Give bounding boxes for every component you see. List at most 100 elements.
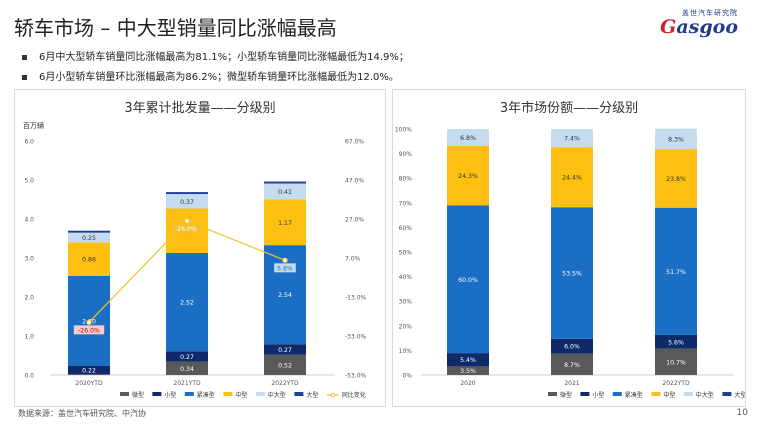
- data-label-compact: 60.0%: [458, 277, 478, 284]
- data-label-small: 0.27: [180, 354, 194, 361]
- bar-segment-micro: [655, 348, 697, 375]
- y2-tick-label: 47.0%: [345, 178, 364, 185]
- legend-swatch-small: [580, 392, 590, 396]
- legend-label: 中大型: [696, 391, 714, 399]
- y-tick-label: 5.0: [24, 178, 34, 185]
- data-label-midlarge: 8.3%: [668, 136, 684, 143]
- legend-label: 紧凑型: [625, 391, 643, 399]
- legend-label: 紧凑型: [197, 391, 215, 399]
- yoy-label: 26.0%: [177, 226, 197, 233]
- y-tick-label: 10%: [399, 348, 413, 355]
- bar-segment-small: [447, 353, 489, 367]
- y-tick-label: 20%: [399, 323, 413, 330]
- bar-segment-medium: [551, 147, 593, 208]
- page-number: 10: [736, 408, 748, 418]
- y-tick-label: 0%: [402, 373, 412, 380]
- bar-segment-medium: [655, 149, 697, 208]
- data-label-medium: 0.86: [82, 257, 96, 264]
- data-label-micro: 8.7%: [564, 362, 580, 369]
- yoy-label: 5.8%: [277, 265, 293, 272]
- legend-swatch-micro: [548, 392, 557, 396]
- x-tick-label: 2020YTD: [75, 380, 103, 387]
- legend-swatch-midlarge: [683, 392, 693, 396]
- y2-tick-label: 67.0%: [345, 139, 364, 146]
- bar-segment-micro: [447, 366, 489, 375]
- legend-swatch-micro: [120, 392, 129, 396]
- data-label-micro: 10.7%: [666, 359, 686, 366]
- y-tick-label: 40%: [399, 274, 413, 281]
- bar-segment-medium: [447, 145, 489, 206]
- yoy-label-box: [274, 263, 296, 273]
- data-label-micro: 3.5%: [460, 368, 476, 375]
- bar-segment-midlarge: [68, 232, 110, 243]
- bar-segment-micro: [264, 354, 306, 375]
- bar-segment-midlarge: [655, 128, 697, 150]
- bar-segment-large: [68, 230, 110, 233]
- yoy-point: [86, 319, 92, 326]
- y-axis-label: 百万辆: [23, 121, 44, 130]
- legend-label: 中型: [235, 391, 247, 399]
- y-tick-label: 100%: [395, 127, 412, 134]
- y-tick-label: 4.0: [24, 217, 34, 224]
- data-label-compact: 2.54: [278, 292, 292, 299]
- data-label-midlarge: 0.41: [278, 189, 292, 196]
- data-label-small: 5.4%: [460, 357, 476, 364]
- yoy-label-box: [174, 223, 200, 233]
- bar-segment-midlarge: [166, 194, 208, 209]
- bar-segment-small: [166, 351, 208, 362]
- legend-line-marker: [330, 392, 336, 398]
- y2-tick-label: 27.0%: [345, 217, 364, 224]
- bullet-item: 6月小型轿车销量环比涨幅最高为86.2%；微型轿车销量环比涨幅最低为12.0%。: [22, 68, 409, 83]
- yoy-point: [184, 218, 190, 224]
- data-label-medium: 23.8%: [666, 176, 686, 183]
- bullet-item: 6月中大型轿车销量同比涨幅最高为81.1%；小型轿车销量同比涨幅最低为14.9%…: [22, 48, 409, 63]
- legend-swatch-compact: [184, 392, 194, 396]
- y-tick-label: 50%: [399, 250, 413, 257]
- bar-segment-large: [166, 192, 208, 195]
- legend-label: 微型: [132, 391, 144, 399]
- y2-tick-label: -33.0%: [345, 334, 367, 341]
- yoy-label-box: [73, 325, 105, 335]
- bar-segment-compact: [551, 207, 593, 339]
- legend-label: 小型: [164, 391, 176, 399]
- legend-swatch-large: [294, 392, 304, 396]
- y-tick-label: 1.0: [24, 334, 34, 341]
- data-label-midlarge: 0.25: [82, 235, 96, 242]
- data-label-compact: 51.7%: [666, 269, 686, 276]
- bar-segment-midlarge: [264, 183, 306, 200]
- chart-panel-share: 3年市场份额——分级别 0% 10% 20% 30% 40% 50% 60% 70% 80% 90%…: [392, 89, 746, 407]
- bar-segment-micro: [166, 361, 208, 375]
- data-label-medium: 24.4%: [562, 175, 582, 182]
- chart-panel-volume: 3年累计批发量——分级别 百万辆 0.0 1.0 2.0 3.0 4.0 5.0 6.0 -53.…: [14, 89, 386, 407]
- legend-label: 中大型: [268, 391, 286, 399]
- data-label-midlarge: 0.37: [180, 199, 194, 206]
- data-label-midlarge: 6.8%: [460, 135, 476, 142]
- data-label-micro: 0.52: [278, 362, 292, 369]
- x-tick-label: 2020: [460, 380, 475, 387]
- logo-cn-text: 盖世汽车研究院: [682, 9, 738, 17]
- legend-swatch-small: [152, 392, 162, 396]
- y-tick-label: 6.0: [24, 139, 34, 146]
- bullet-square-icon: [22, 74, 27, 80]
- data-label-medium: 24.3%: [458, 173, 478, 180]
- bar-segment-compact: [655, 207, 697, 335]
- gasgoo-logo: 盖世汽车研究院 Gasgoo: [660, 8, 738, 37]
- legend-label: 微型: [560, 391, 572, 399]
- bar-segment-medium: [264, 199, 306, 246]
- x-tick-label: 2021YTD: [173, 380, 201, 387]
- data-label-compact: 53.5%: [562, 271, 582, 278]
- y-tick-label: 90%: [399, 151, 413, 158]
- bar-segment-micro: [68, 374, 110, 375]
- y-tick-label: 30%: [399, 299, 413, 306]
- legend-swatch-midlarge: [255, 392, 265, 396]
- legend-label: 同比变化: [342, 391, 366, 399]
- bar-segment-midlarge: [551, 129, 593, 148]
- legend-swatch-medium: [651, 392, 661, 396]
- y2-tick-label: -13.0%: [345, 295, 367, 302]
- bar-segment-small: [551, 338, 593, 354]
- data-label-midlarge: 7.4%: [564, 136, 580, 143]
- summary-bullets: 6月中大型轿车销量同比涨幅最高为81.1%；小型轿车销量同比涨幅最低为14.9%…: [22, 48, 409, 88]
- y-tick-label: 0.0: [24, 373, 34, 380]
- bar-segment-midlarge: [447, 129, 489, 146]
